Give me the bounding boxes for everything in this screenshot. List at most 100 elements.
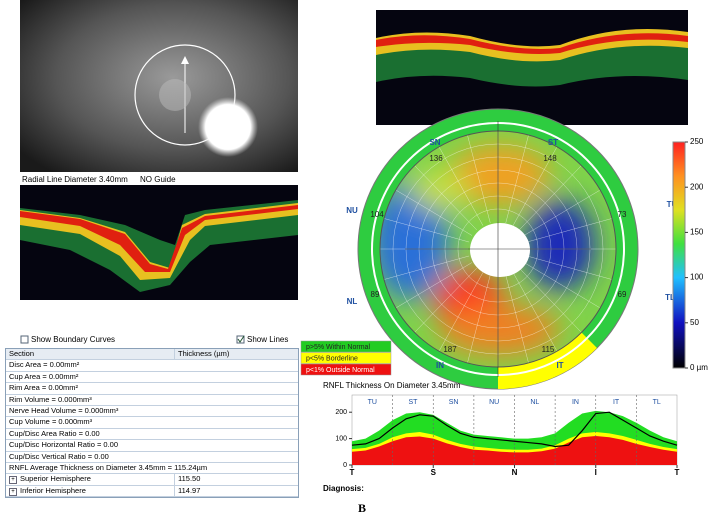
table-row: Cup/Disc Vertical Ratio = 0.00: [6, 452, 298, 463]
sector-value: 187: [443, 345, 457, 354]
sector-name: SN: [449, 399, 459, 406]
sector-label: TU: [667, 200, 678, 209]
cell: Rim Area = 0.00mm²: [9, 383, 78, 393]
checkbox[interactable]: [20, 335, 29, 344]
grid-spoke: [526, 255, 613, 280]
sector-label: IN: [436, 361, 444, 370]
cell: Rim Volume = 0.000mm³: [9, 394, 92, 404]
legend-label: p<1% Outside Normal: [306, 367, 375, 374]
grid-spoke: [414, 267, 477, 333]
grid-spoke: [512, 272, 558, 352]
grid-spoke: [395, 262, 473, 309]
grid-spoke: [505, 275, 529, 364]
colorbar-label: 200: [690, 182, 704, 191]
y-tick-label: 0: [343, 462, 347, 469]
fundus-image: [20, 0, 298, 172]
colorbar-label: 100: [690, 273, 704, 282]
check: [237, 335, 245, 343]
sector-name: TU: [368, 399, 377, 406]
cell: Nerve Head Volume = 0.000mm³: [9, 405, 119, 415]
table-row: + Superior Hemisphere 115.50: [6, 474, 298, 486]
table-row: Cup/Disc Horizontal Ratio = 0.00: [6, 440, 298, 452]
legend-swatch: [300, 352, 392, 364]
thickness-line: [351, 411, 678, 448]
rnfl-top-core: [376, 33, 688, 54]
sector-value: 148: [543, 154, 557, 163]
sector-label: NU: [346, 206, 358, 215]
cell: 115.50: [178, 474, 201, 484]
cell-text: Inferior Hemisphere: [20, 485, 86, 495]
grid-spoke: [523, 189, 601, 236]
grid-spoke: [512, 146, 558, 226]
colorbar-label: 250: [690, 137, 704, 146]
cell: + Inferior Hemisphere: [6, 485, 175, 497]
grid-spoke: [519, 165, 582, 231]
legend-swatch: [300, 363, 392, 376]
table-row: Cup Volume = 0.000mm³: [6, 417, 298, 429]
x-tick-label: T: [675, 468, 680, 477]
guide: NO Guide: [140, 175, 176, 184]
table-row: RNFL Average Thickness on Diameter 3.45m…: [6, 462, 298, 475]
header-row: Section Thickness (µm): [6, 349, 298, 361]
grid-spoke: [467, 134, 491, 223]
y-tick-label: 200: [335, 409, 347, 416]
legend-label: p<5% Borderline: [306, 355, 358, 362]
center-hole: [470, 223, 530, 277]
grid-spoke: [383, 255, 470, 280]
checkbox-label[interactable]: Show Lines: [247, 335, 288, 344]
grid-spoke: [523, 262, 601, 309]
sector-name: NU: [489, 399, 499, 406]
cell: Cup Area = 0.00mm²: [9, 371, 79, 381]
expand[interactable]: +: [9, 476, 17, 485]
x-tick-label: T: [350, 468, 355, 477]
table-row: Rim Volume = 0.000mm³: [6, 395, 298, 406]
table: Section Thickness (µm) Disc Area = 0.00mm²…: [5, 348, 299, 499]
checkbox-label[interactable]: Show Boundary Curves: [31, 335, 115, 344]
grid-spoke: [395, 189, 473, 236]
grid-spoke: [519, 267, 582, 333]
rnfl-core: [20, 205, 298, 272]
grid-spoke: [467, 275, 491, 364]
sector-value: 89: [371, 290, 380, 299]
legend-label: p>5% Within Normal: [306, 344, 370, 351]
x-tick-label: S: [431, 468, 437, 477]
colorbar-label: 50: [690, 318, 699, 327]
table-row: Cup Area = 0.00mm²: [6, 371, 298, 384]
cell: Cup/Disc Horizontal Ratio = 0.00: [9, 440, 119, 450]
table-row: Nerve Head Volume = 0.000mm³: [6, 405, 298, 418]
sector-label: TL: [665, 293, 675, 302]
cell: Section: [6, 349, 175, 360]
grid-spoke: [438, 146, 484, 226]
x-tick-label: I: [595, 468, 597, 477]
colorbar-label: 0 µm: [690, 363, 708, 372]
cell: Cup Volume = 0.000mm³: [9, 417, 93, 427]
chart-title: RNFL Thickness On Diameter 3.45mm: [323, 381, 461, 390]
sector-label: NL: [347, 297, 358, 306]
cell: RNFL Average Thickness on Diameter 3.45m…: [9, 462, 208, 472]
y-tick-label: 100: [335, 435, 347, 442]
sector-name: IT: [613, 399, 620, 406]
sector-value: 73: [618, 210, 627, 219]
table-row: + Inferior Hemisphere 114.97: [6, 485, 298, 498]
disc: [159, 79, 191, 111]
cell: Cup/Disc Vertical Ratio = 0.00: [9, 451, 109, 461]
grid-spoke: [526, 218, 613, 243]
legend-swatch: [300, 340, 392, 353]
table-row: Disc Area = 0.00mm²: [6, 360, 298, 372]
table-row: Rim Area = 0.00mm²: [6, 383, 298, 395]
sector-value: 69: [618, 290, 627, 299]
sector-value: 136: [429, 154, 443, 163]
colorbar: [672, 141, 686, 369]
sector-value: 115: [542, 345, 555, 354]
checkbox[interactable]: [236, 335, 245, 344]
table-row: Cup/Disc Area Ratio = 0.00: [6, 429, 298, 441]
expand[interactable]: +: [9, 487, 17, 496]
sector-value: 104: [370, 210, 384, 219]
sector-name: NL: [530, 399, 539, 406]
grid-spoke: [383, 218, 470, 243]
scan-circle: [134, 44, 236, 146]
sector-label: ST: [548, 138, 558, 147]
cell: Thickness (µm): [178, 349, 230, 358]
diagnosis: Diagnosis:: [323, 484, 364, 493]
